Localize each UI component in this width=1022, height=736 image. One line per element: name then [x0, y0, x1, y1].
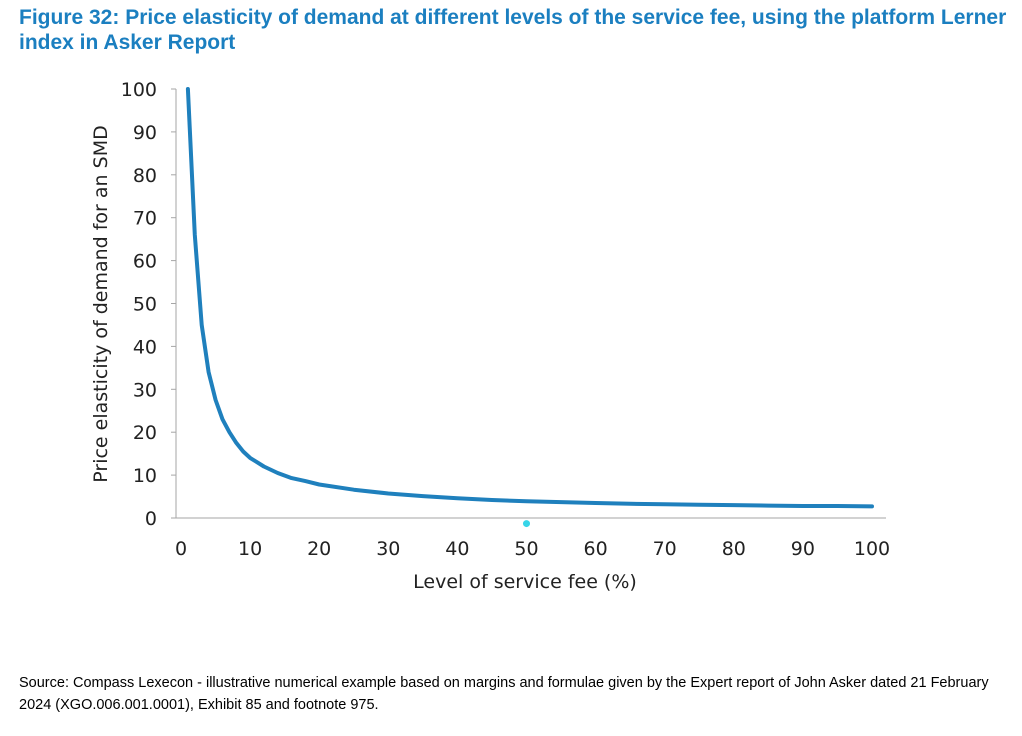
point-marker: [523, 520, 530, 528]
y-tick-label: 40: [133, 336, 157, 358]
y-tick-label: 100: [121, 79, 157, 101]
y-axis-title: Price elasticity of demand for an SMD: [90, 125, 112, 482]
y-tick-label: 80: [133, 165, 157, 187]
series-line: [185, 87, 874, 509]
y-tick-label: 50: [133, 294, 157, 316]
x-axis-title: Level of service fee (%): [413, 571, 637, 593]
x-tick-label: 70: [653, 538, 677, 560]
marker-group: [523, 520, 530, 528]
x-tick-label: 40: [445, 538, 469, 560]
y-axis: 0 10 20 30 40 50 60 70 80 90 100: [121, 79, 177, 530]
y-tick-label: 30: [133, 379, 157, 401]
x-tick-label: 50: [514, 538, 538, 560]
x-tick-label: 20: [307, 538, 331, 560]
figure-title: Figure 32: Price elasticity of demand at…: [19, 6, 1007, 54]
y-tick-label: 10: [133, 465, 157, 487]
x-tick-label: 90: [791, 538, 815, 560]
x-tick-label: 0: [175, 538, 187, 560]
x-axis: 0 10 20 30 40 50 60 70 80 90 100: [175, 517, 890, 560]
y-tick-label: 60: [133, 251, 157, 273]
series-group: [185, 87, 874, 509]
x-tick-label: 30: [376, 538, 400, 560]
y-tick-label: 0: [145, 508, 157, 530]
x-tick-label: 10: [238, 538, 262, 560]
y-tick-label: 20: [133, 422, 157, 444]
y-tick-label: 90: [133, 122, 157, 144]
x-tick-label: 60: [584, 538, 608, 560]
x-tick-label: 80: [722, 538, 746, 560]
x-tick-label: 100: [854, 538, 890, 560]
y-tick-label: 70: [133, 208, 157, 230]
source-note: Source: Compass Lexecon - illustrative n…: [19, 675, 989, 713]
